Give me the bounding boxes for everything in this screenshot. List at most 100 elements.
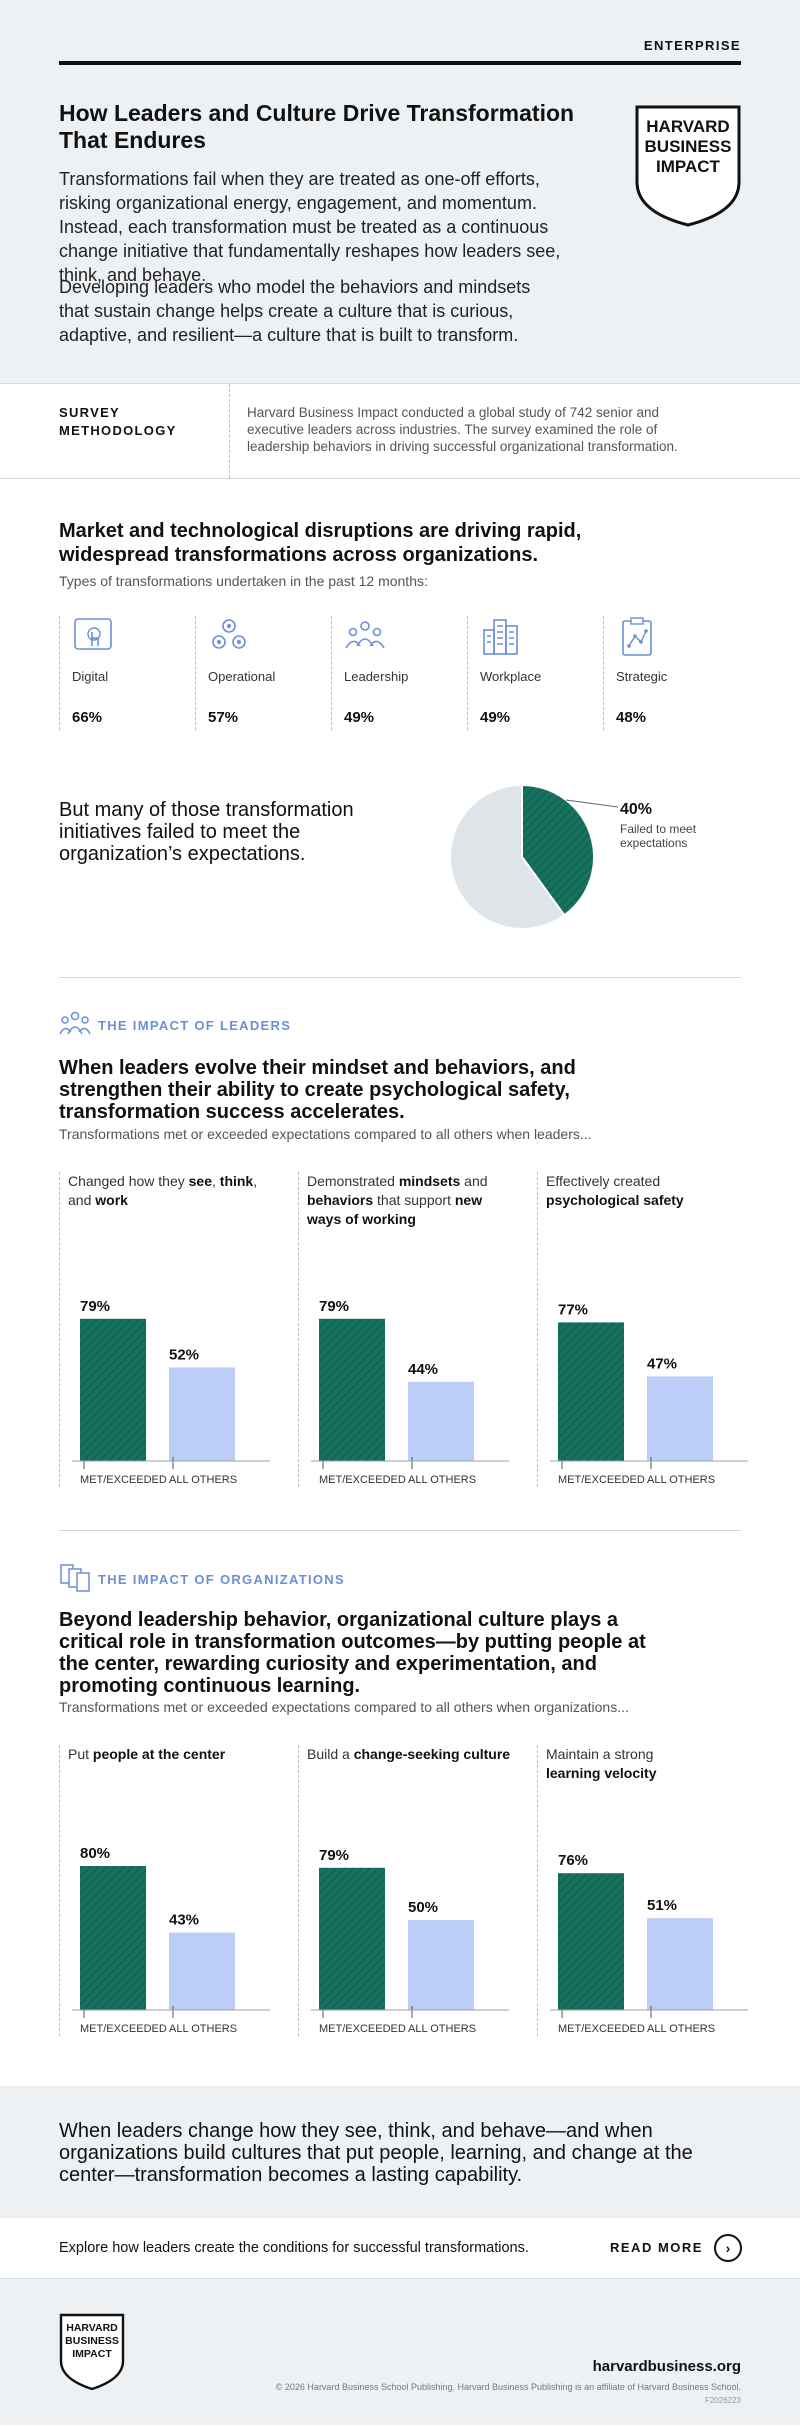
intro-paragraph-2: Developing leaders who model the behavio…	[59, 277, 531, 345]
bar-value-label: 47%	[647, 1355, 677, 1372]
category-label: ALL OTHERS	[169, 2023, 237, 2035]
bar-chart: 79% MET/EXCEEDED 52% ALL OTHERS	[72, 1298, 270, 1486]
footer-url[interactable]: harvardbusiness.org	[592, 2358, 741, 2375]
bar-met-exceeded	[319, 1318, 385, 1461]
survey-methodology: SURVEY METHODOLOGY Harvard Business Impa…	[0, 383, 800, 479]
organizations-chart-3: Maintain a strong learning velocity 76% ME…	[537, 1745, 765, 2036]
transformations-heading: Market and technological disruptions are…	[59, 520, 582, 566]
transformation-operational: Operational 57%	[195, 616, 331, 730]
svg-text:HARVARD: HARVARD	[66, 2322, 118, 2334]
intro-paragraph-1: Transformations fail when they are treat…	[59, 169, 561, 285]
bar-value-label: 80%	[80, 1845, 110, 1862]
chart-caption: Build a change-seeking culture	[307, 1746, 511, 1762]
svg-text:BUSINESS: BUSINESS	[65, 2335, 119, 2347]
transformations-subheading: Types of transformations undertaken in t…	[59, 573, 428, 589]
bar-met-exceeded	[558, 1873, 624, 2010]
gears-icon	[212, 619, 246, 649]
leaders-chart-2: Demonstrated mindsets and behaviors that …	[298, 1172, 526, 1487]
buildings-icon	[483, 619, 518, 655]
copyright: © 2026 Harvard Business School Publishin…	[275, 2382, 741, 2392]
section-divider	[59, 1530, 741, 1531]
bar-value-label: 77%	[558, 1301, 588, 1318]
bar-chart: 79% MET/EXCEEDED 50% ALL OTHERS	[311, 1847, 509, 2035]
organizations-kicker: THE IMPACT OF ORGANIZATIONS	[98, 1572, 345, 1587]
bar-all-others	[647, 1918, 713, 2010]
transformation-pct: 49%	[480, 709, 511, 726]
transformation-digital: Digital 66%	[59, 616, 195, 730]
bar-value-label: 79%	[319, 1847, 349, 1864]
category-label: MET/EXCEEDED	[319, 1474, 406, 1486]
transformation-strategic: Strategic 48%	[603, 616, 739, 730]
bar-value-label: 79%	[80, 1298, 110, 1315]
bar-all-others	[169, 1932, 235, 2010]
chart-caption: Changed how they see, think, and work	[68, 1173, 258, 1208]
bar-chart: 76% MET/EXCEEDED 51% ALL OTHERS	[550, 1852, 748, 2035]
transformation-pct: 66%	[72, 709, 103, 726]
section-divider	[59, 977, 741, 978]
pie-percent-label: 40%	[620, 801, 653, 818]
transformation-pct: 57%	[208, 709, 239, 726]
pie-slice-failed	[521, 783, 595, 917]
chart-caption: Demonstrated mindsets and behaviors that …	[307, 1173, 488, 1227]
bar-chart: 80% MET/EXCEEDED 43% ALL OTHERS	[72, 1845, 270, 2035]
chart-caption: Maintain a strong learning velocity	[546, 1746, 657, 1781]
category-label: MET/EXCEEDED	[80, 2023, 167, 2035]
bar-value-label: 43%	[169, 1912, 199, 1929]
closing-statement: When leaders change how they see, think,…	[59, 2120, 693, 2186]
transformations-section: Market and technological disruptions are…	[0, 479, 800, 978]
leaders-chart-1: Changed how they see, think, and work 79%…	[59, 1172, 287, 1487]
closing-section: When leaders change how they see, think,…	[0, 2086, 800, 2218]
leaders-heading: When leaders evolve their mindset and be…	[59, 1057, 576, 1123]
failure-pie-chart	[449, 783, 619, 930]
transformation-workplace: Workplace 49%	[467, 616, 603, 730]
category-label: MET/EXCEEDED	[558, 1474, 645, 1486]
bar-chart: 79% MET/EXCEEDED 44% ALL OTHERS	[311, 1298, 509, 1486]
svg-text:IMPACT: IMPACT	[72, 2348, 112, 2360]
transformation-pct: 49%	[344, 709, 375, 726]
leaders-subheading: Transformations met or exceeded expectat…	[59, 1126, 592, 1142]
transformation-name: Leadership	[344, 669, 409, 684]
transformation-name: Strategic	[616, 669, 668, 684]
methodology-label: SURVEY METHODOLOGY	[59, 405, 177, 438]
harvard-business-impact-logo: HARVARD BUSINESS IMPACT	[59, 2313, 125, 2391]
category-label: ALL OTHERS	[169, 1474, 237, 1486]
svg-text:HARVARD: HARVARD	[646, 117, 729, 136]
bar-chart: 77% MET/EXCEEDED 47% ALL OTHERS	[550, 1301, 748, 1486]
touch-icon	[74, 618, 112, 650]
category-label: ALL OTHERS	[408, 1474, 476, 1486]
bar-value-label: 79%	[319, 1298, 349, 1315]
failure-statement: But many of those transformation initiat…	[59, 799, 354, 865]
category-label: ALL OTHERS	[647, 1474, 715, 1486]
transformation-leadership: Leadership 49%	[331, 616, 467, 730]
bar-met-exceeded	[80, 1318, 146, 1461]
category-label: ALL OTHERS	[408, 2023, 476, 2035]
category-label: MET/EXCEEDED	[558, 2023, 645, 2035]
bar-all-others	[169, 1367, 235, 1461]
page-title: How Leaders and Culture Drive Transforma…	[59, 100, 575, 153]
organizations-section: THE IMPACT OF ORGANIZATIONS Beyond leade…	[0, 1531, 800, 2086]
organizations-heading: Beyond leadership behavior, organization…	[59, 1609, 646, 1697]
bar-value-label: 44%	[408, 1361, 438, 1378]
bar-value-label: 52%	[169, 1346, 199, 1363]
read-more-link[interactable]: READ MORE	[610, 2240, 703, 2255]
cta-bar: Explore how leaders create the condition…	[0, 2218, 800, 2279]
svg-text:IMPACT: IMPACT	[656, 157, 721, 176]
hero-section: ENTERPRISE How Leaders and Culture Drive…	[0, 0, 800, 383]
bar-all-others	[408, 1920, 474, 2010]
transformation-name: Operational	[208, 669, 276, 684]
people-icon	[59, 1011, 91, 1035]
bar-met-exceeded	[80, 1866, 146, 2010]
bar-all-others	[647, 1376, 713, 1461]
chevron-right-icon[interactable]: ›	[714, 2234, 742, 2262]
harvard-business-impact-logo: HARVARD BUSINESS IMPACT	[635, 105, 741, 227]
leaders-chart-3: Effectively created psychological safety …	[537, 1172, 765, 1487]
cta-text: Explore how leaders create the condition…	[59, 2240, 529, 2256]
category-label: MET/EXCEEDED	[80, 1474, 167, 1486]
document-code: F2026223	[704, 2396, 741, 2405]
category-label: MET/EXCEEDED	[319, 2023, 406, 2035]
transformation-pct: 48%	[616, 709, 647, 726]
leaders-kicker: THE IMPACT OF LEADERS	[98, 1018, 292, 1033]
pie-slice-other	[449, 783, 566, 930]
people-icon	[345, 621, 385, 649]
organizations-subheading: Transformations met or exceeded expectat…	[59, 1699, 629, 1715]
